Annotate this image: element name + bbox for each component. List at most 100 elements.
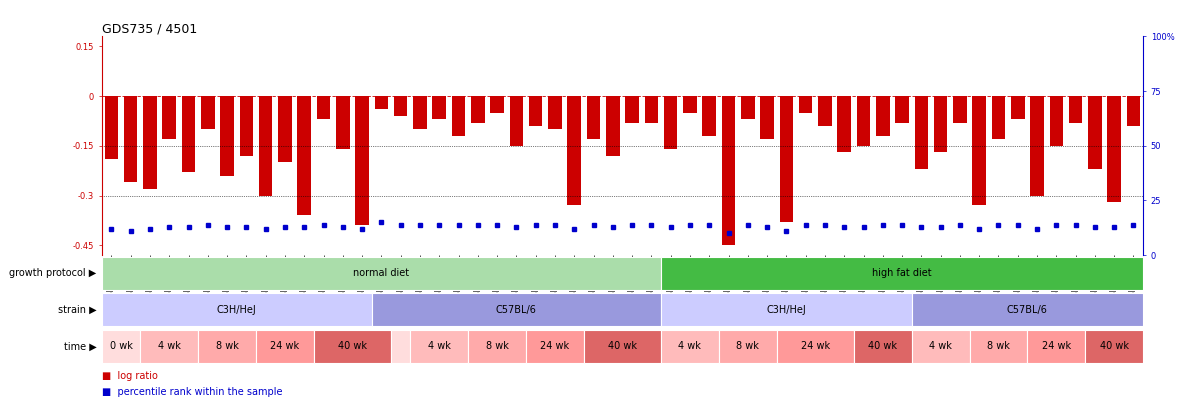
Text: 8 wk: 8 wk [486, 341, 509, 351]
Bar [375, 96, 388, 109]
Bar [144, 96, 157, 189]
Bar [356, 96, 369, 225]
Text: normal diet: normal diet [353, 269, 409, 278]
Text: C3H/HeJ: C3H/HeJ [217, 305, 256, 315]
Text: 24 wk: 24 wk [540, 341, 570, 351]
Bar [1107, 96, 1120, 202]
Text: 24 wk: 24 wk [271, 341, 299, 351]
Bar [584, 330, 661, 363]
Bar [239, 96, 253, 156]
Text: C57BL/6: C57BL/6 [1007, 305, 1047, 315]
Bar [661, 293, 912, 326]
Bar [548, 96, 561, 129]
Bar [777, 330, 853, 363]
Bar [104, 96, 119, 159]
Text: 40 wk: 40 wk [338, 341, 367, 351]
Bar [1069, 96, 1082, 123]
Bar [912, 330, 970, 363]
Bar [432, 96, 446, 119]
Bar [661, 330, 719, 363]
Bar [259, 96, 273, 196]
Text: 4 wk: 4 wk [158, 341, 181, 351]
Bar [1031, 96, 1044, 196]
Bar [934, 96, 947, 152]
Bar [140, 330, 199, 363]
Bar [661, 257, 1143, 290]
Bar [510, 96, 523, 146]
Bar [760, 96, 773, 139]
Bar [256, 330, 314, 363]
Text: 8 wk: 8 wk [736, 341, 759, 351]
Bar [819, 96, 832, 126]
Bar [102, 257, 661, 290]
Bar [606, 96, 620, 156]
Bar [722, 96, 735, 245]
Text: C57BL/6: C57BL/6 [496, 305, 536, 315]
Bar [102, 293, 372, 326]
Bar [741, 96, 754, 119]
Bar [953, 96, 967, 123]
Bar [703, 96, 716, 136]
Bar [317, 96, 330, 119]
Bar [719, 330, 777, 363]
Bar [451, 96, 466, 136]
Text: 8 wk: 8 wk [215, 341, 238, 351]
Bar [587, 96, 600, 139]
Text: 8 wk: 8 wk [988, 341, 1010, 351]
Text: 24 wk: 24 wk [801, 341, 830, 351]
Text: ■  percentile rank within the sample: ■ percentile rank within the sample [102, 387, 282, 397]
Text: 40 wk: 40 wk [1100, 341, 1129, 351]
Bar [391, 330, 411, 363]
Text: time ▶: time ▶ [63, 341, 97, 351]
Bar [915, 96, 928, 169]
Text: GDS735 / 4501: GDS735 / 4501 [102, 22, 198, 35]
Bar [895, 96, 909, 123]
Bar [201, 96, 214, 129]
Bar [683, 96, 697, 113]
Bar [779, 96, 794, 222]
Bar [525, 330, 584, 363]
Bar [182, 96, 195, 172]
Bar [1086, 330, 1143, 363]
Bar [567, 96, 581, 205]
Text: 24 wk: 24 wk [1041, 341, 1071, 351]
Bar [645, 96, 658, 123]
Bar [411, 330, 468, 363]
Text: 4 wk: 4 wk [679, 341, 701, 351]
Bar [1011, 96, 1025, 119]
Bar [838, 96, 851, 152]
Bar [314, 330, 391, 363]
Bar [278, 96, 292, 162]
Bar [798, 96, 813, 113]
Text: ■  log ratio: ■ log ratio [102, 371, 158, 381]
Text: C3H/HeJ: C3H/HeJ [766, 305, 807, 315]
Bar [124, 96, 138, 182]
Bar [102, 330, 140, 363]
Bar [853, 330, 912, 363]
Text: 4 wk: 4 wk [929, 341, 952, 351]
Bar [163, 96, 176, 139]
Text: 40 wk: 40 wk [868, 341, 898, 351]
Bar [491, 96, 504, 113]
Text: high fat diet: high fat diet [873, 269, 932, 278]
Text: 4 wk: 4 wk [427, 341, 450, 351]
Bar [468, 330, 525, 363]
Bar [413, 96, 426, 129]
Bar [220, 96, 233, 176]
Text: growth protocol ▶: growth protocol ▶ [10, 269, 97, 278]
Bar [1126, 96, 1141, 126]
Bar [472, 96, 485, 123]
Text: 0 wk: 0 wk [110, 341, 133, 351]
Bar [912, 293, 1143, 326]
Bar [1050, 96, 1063, 146]
Bar [1027, 330, 1086, 363]
Text: 40 wk: 40 wk [608, 341, 637, 351]
Bar [336, 96, 350, 149]
Text: strain ▶: strain ▶ [57, 305, 97, 315]
Bar [992, 96, 1005, 139]
Bar [664, 96, 678, 149]
Bar [199, 330, 256, 363]
Bar [857, 96, 870, 146]
Bar [876, 96, 889, 136]
Bar [625, 96, 639, 123]
